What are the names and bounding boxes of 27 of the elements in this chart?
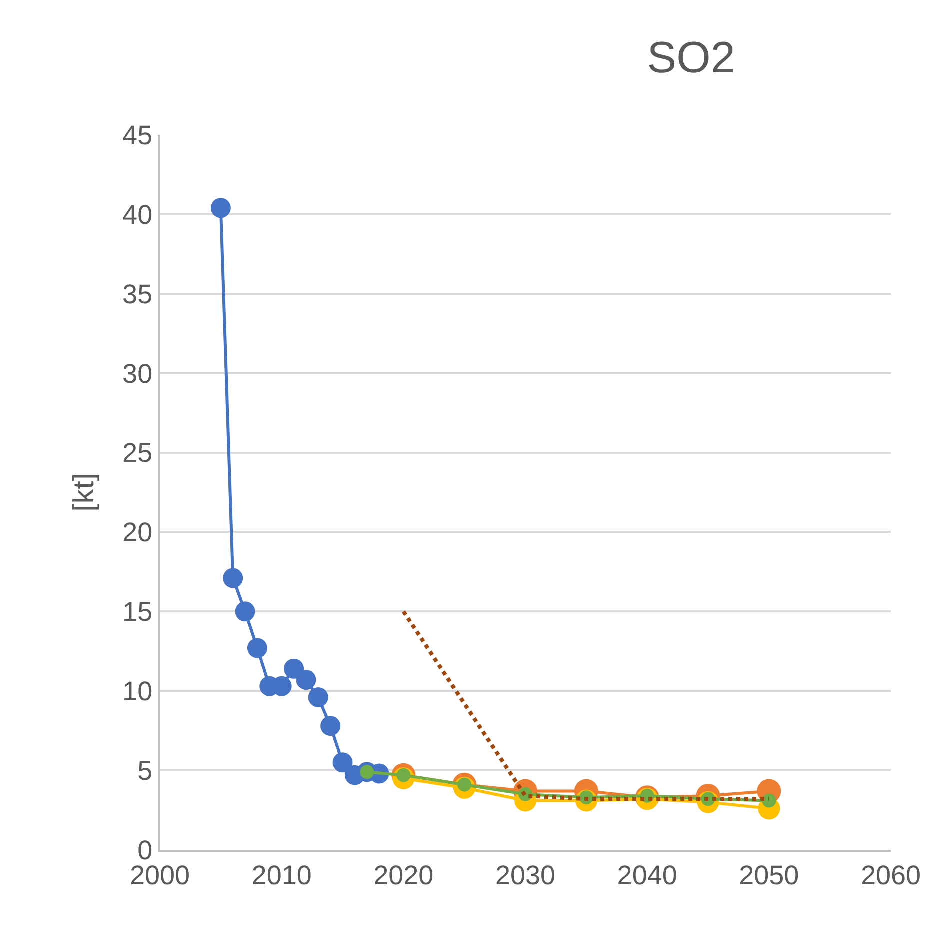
x-tick-label: 2060 [860,860,922,890]
y-tick-label: 15 [122,597,153,628]
y-tick-label: 30 [122,358,153,389]
x-tick-label: 2050 [739,860,800,890]
chart-title: SO2 [647,33,736,82]
point [320,716,341,736]
point [210,198,231,218]
point [296,670,316,690]
point [308,687,328,708]
y-tick-label: 35 [122,279,153,310]
y-tick-label: 10 [122,676,153,707]
y-tick-label: 5 [138,756,153,786]
point [247,638,268,658]
x-tick-label: 2030 [495,860,556,890]
x-tick-label: 2020 [374,860,434,890]
x-tick-label: 2010 [252,860,312,890]
x-tick-label: 2040 [617,860,678,890]
point [284,658,304,679]
y-axis-title: [kt] [68,473,100,512]
y-tick-label: 20 [122,518,153,548]
y-tick-label: 40 [122,200,153,230]
point [762,794,776,808]
point [235,602,256,622]
point [332,752,353,773]
y-tick-label: 25 [122,438,153,468]
point [223,568,244,588]
y-tick-label: 45 [122,120,153,150]
